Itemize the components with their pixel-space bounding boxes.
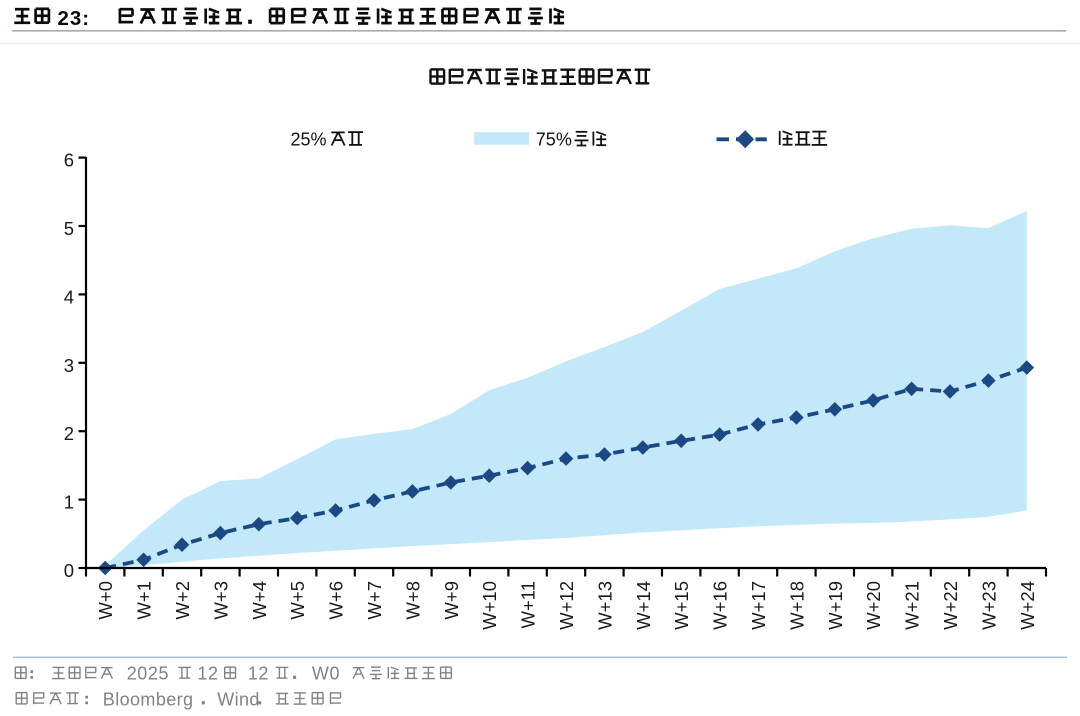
svg-text:W+7: W+7 [364,581,385,620]
svg-text:W+17: W+17 [748,581,769,630]
svg-text:6: 6 [64,150,74,171]
svg-text:W+18: W+18 [786,581,807,630]
svg-text:W+16: W+16 [710,581,731,630]
svg-text:12: 12 [197,664,218,684]
svg-text:W+23: W+23 [978,581,999,630]
svg-text:W+2: W+2 [172,581,193,620]
svg-text:W+14: W+14 [633,581,654,630]
svg-text:5: 5 [64,218,74,239]
svg-text:W+22: W+22 [940,581,961,630]
svg-text:W+21: W+21 [902,581,923,630]
svg-text:W+15: W+15 [671,581,692,630]
svg-text:W+24: W+24 [1017,581,1038,630]
svg-text:2025: 2025 [127,664,169,684]
svg-text:W+3: W+3 [210,581,231,620]
svg-text:W+10: W+10 [479,581,500,630]
svg-text:2: 2 [64,423,74,444]
svg-text:W+1: W+1 [134,581,155,620]
svg-text:W+19: W+19 [825,581,846,630]
svg-text:Wind: Wind [217,689,260,709]
svg-text:W+5: W+5 [287,581,308,620]
svg-text:25%: 25% [291,130,327,150]
svg-text:W+6: W+6 [326,581,347,620]
svg-text:W+20: W+20 [863,581,884,630]
svg-text:W+0: W+0 [95,581,116,620]
svg-text:3: 3 [64,355,74,376]
svg-text:W+11: W+11 [518,581,539,628]
svg-text:W+9: W+9 [441,581,462,620]
svg-text:W+8: W+8 [402,581,423,620]
svg-text:W+4: W+4 [249,581,270,620]
svg-text:W+12: W+12 [556,581,577,630]
svg-text:4: 4 [64,286,74,307]
svg-text:0: 0 [64,560,74,581]
svg-text:75%: 75% [536,130,572,150]
svg-text:1: 1 [64,492,74,513]
svg-text:12: 12 [248,664,269,684]
svg-text:23:: 23: [58,7,91,30]
svg-text:W+13: W+13 [594,581,615,630]
svg-text:Bloomberg: Bloomberg [103,689,194,709]
svg-text:W0: W0 [312,664,340,684]
